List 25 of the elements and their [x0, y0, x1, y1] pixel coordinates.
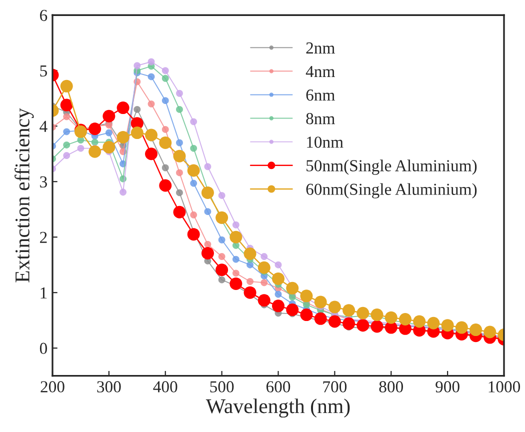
legend-label: 8nm: [306, 113, 335, 124]
x-tick-label: 200: [40, 381, 64, 392]
legend-label: 60nm(Single Aluminium): [306, 183, 477, 198]
legend-label: 4nm: [306, 66, 335, 78]
x-tick-label: 600: [266, 381, 290, 392]
legend-label: 6nm: [306, 90, 335, 101]
x-tick-label: 500: [210, 381, 234, 392]
legend-label: 50nm(Single Aluminium): [306, 160, 477, 175]
y-tick-label: 5: [40, 65, 47, 77]
legend-label: 10nm: [307, 136, 344, 148]
x-tick-label: 1000: [488, 381, 520, 392]
y-tick-label: 0: [40, 342, 48, 354]
y-axis-title: Extinction efficiency: [14, 108, 34, 282]
x-tick-label: 900: [436, 381, 460, 392]
y-tick-label: 4: [40, 120, 48, 132]
x-tick-label: 400: [153, 381, 178, 392]
y-tick-label: 1: [40, 287, 47, 298]
y-tick-label: 6: [40, 10, 48, 22]
y-tick-label: 2: [40, 232, 47, 243]
x-axis-title: Wavelength (nm): [206, 398, 350, 418]
x-tick-label: 700: [323, 381, 347, 392]
y-tick-label: 3: [40, 176, 47, 188]
legend-label: 2nm: [306, 42, 335, 54]
x-tick-label: 300: [97, 381, 121, 392]
x-tick-label: 800: [379, 381, 403, 392]
